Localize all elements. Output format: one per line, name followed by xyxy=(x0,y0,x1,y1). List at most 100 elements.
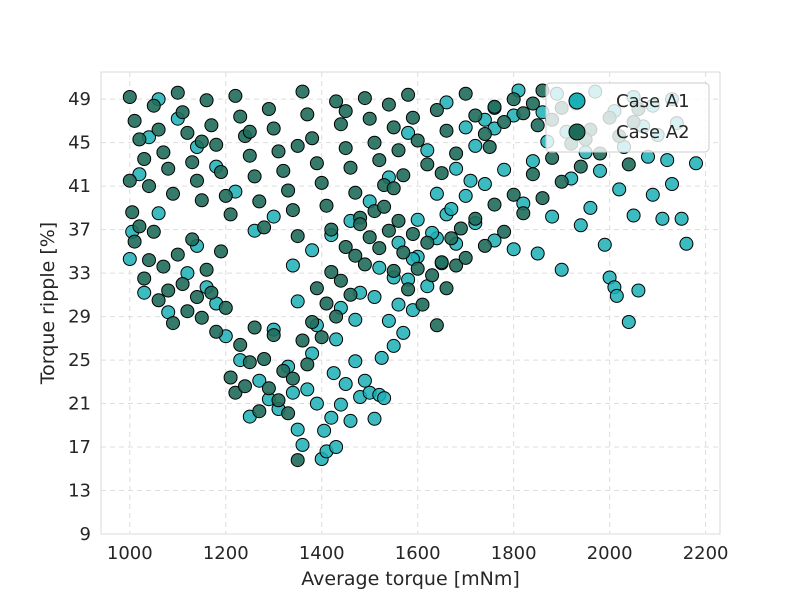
data-point xyxy=(343,287,358,302)
data-point xyxy=(285,385,300,400)
data-point xyxy=(338,141,353,156)
data-point xyxy=(204,285,219,300)
data-point xyxy=(477,238,492,253)
data-point xyxy=(257,220,272,235)
data-point xyxy=(285,258,300,273)
x-tick-label: 1400 xyxy=(299,543,345,564)
data-point xyxy=(127,113,142,128)
y-tick-label: 49 xyxy=(68,89,91,110)
data-point xyxy=(261,381,276,396)
data-point xyxy=(477,177,492,191)
data-point xyxy=(156,145,171,160)
data-point xyxy=(626,208,641,223)
data-point xyxy=(127,234,142,249)
data-point xyxy=(434,166,449,181)
data-point xyxy=(300,382,315,397)
legend-label-case-a1: Case A1 xyxy=(616,91,690,112)
data-point xyxy=(386,263,401,278)
data-point xyxy=(444,202,459,216)
data-point xyxy=(146,98,161,113)
data-point xyxy=(348,185,363,200)
data-point xyxy=(609,288,624,303)
data-point xyxy=(151,206,166,221)
data-point xyxy=(420,157,435,172)
data-point xyxy=(247,169,262,184)
data-point xyxy=(621,157,636,172)
data-point xyxy=(468,108,483,123)
data-point xyxy=(180,304,195,319)
data-point xyxy=(276,163,291,178)
data-point xyxy=(381,223,396,238)
data-point xyxy=(401,87,416,102)
data-point xyxy=(122,173,137,188)
data-point xyxy=(487,99,502,114)
data-point xyxy=(146,224,161,239)
data-point xyxy=(516,106,531,121)
data-point xyxy=(190,173,204,188)
data-point xyxy=(439,281,454,296)
data-point xyxy=(309,396,324,411)
data-point xyxy=(348,248,363,263)
data-point xyxy=(554,174,569,189)
data-point xyxy=(180,125,195,140)
data-point xyxy=(271,144,286,159)
data-point xyxy=(525,154,540,169)
data-point xyxy=(276,363,291,378)
data-point xyxy=(348,354,363,369)
data-point xyxy=(679,236,694,251)
data-point xyxy=(506,187,521,202)
legend-marker-case-a2 xyxy=(568,123,586,141)
data-point xyxy=(329,94,344,109)
data-point xyxy=(593,163,607,178)
x-tick-label: 1200 xyxy=(203,543,249,564)
x-tick-label: 2000 xyxy=(587,543,633,564)
data-point xyxy=(223,370,238,385)
data-point xyxy=(122,252,137,266)
data-point xyxy=(305,131,320,146)
data-point xyxy=(458,250,473,265)
data-point xyxy=(290,294,305,309)
data-point xyxy=(458,188,473,203)
data-point xyxy=(319,198,334,213)
data-point xyxy=(338,240,353,254)
data-point xyxy=(372,260,387,275)
data-point xyxy=(290,229,305,244)
data-point xyxy=(449,146,464,161)
y-tick-label: 45 xyxy=(68,133,91,154)
data-point xyxy=(468,138,483,153)
y-tick-label: 17 xyxy=(68,437,91,458)
data-point xyxy=(333,117,348,132)
data-point xyxy=(377,199,392,214)
data-point xyxy=(218,188,233,203)
legend-box xyxy=(545,82,710,153)
data-point xyxy=(439,123,454,138)
y-tick-label: 13 xyxy=(68,481,91,502)
data-point xyxy=(434,255,449,270)
data-point xyxy=(410,261,425,276)
data-point xyxy=(458,120,473,135)
data-point xyxy=(324,410,339,425)
y-tick-label: 41 xyxy=(68,176,91,197)
data-point xyxy=(506,92,521,107)
data-point xyxy=(429,318,444,333)
data-point xyxy=(252,373,267,388)
x-axis-label: Average torque [mNm] xyxy=(301,568,520,590)
data-point xyxy=(506,242,521,257)
data-point xyxy=(228,385,243,400)
data-point xyxy=(233,337,248,352)
data-point xyxy=(122,90,137,104)
data-point xyxy=(242,355,257,370)
x-tick-label: 1600 xyxy=(395,543,441,564)
data-point xyxy=(425,268,440,283)
data-point xyxy=(309,281,324,296)
data-point xyxy=(391,297,406,312)
data-point xyxy=(612,182,627,197)
data-point xyxy=(381,97,396,112)
data-point xyxy=(252,194,267,209)
data-point xyxy=(396,245,411,260)
data-point xyxy=(497,162,512,177)
data-point xyxy=(449,258,464,273)
data-point xyxy=(357,257,372,272)
data-point xyxy=(132,167,147,182)
data-point xyxy=(324,222,339,237)
